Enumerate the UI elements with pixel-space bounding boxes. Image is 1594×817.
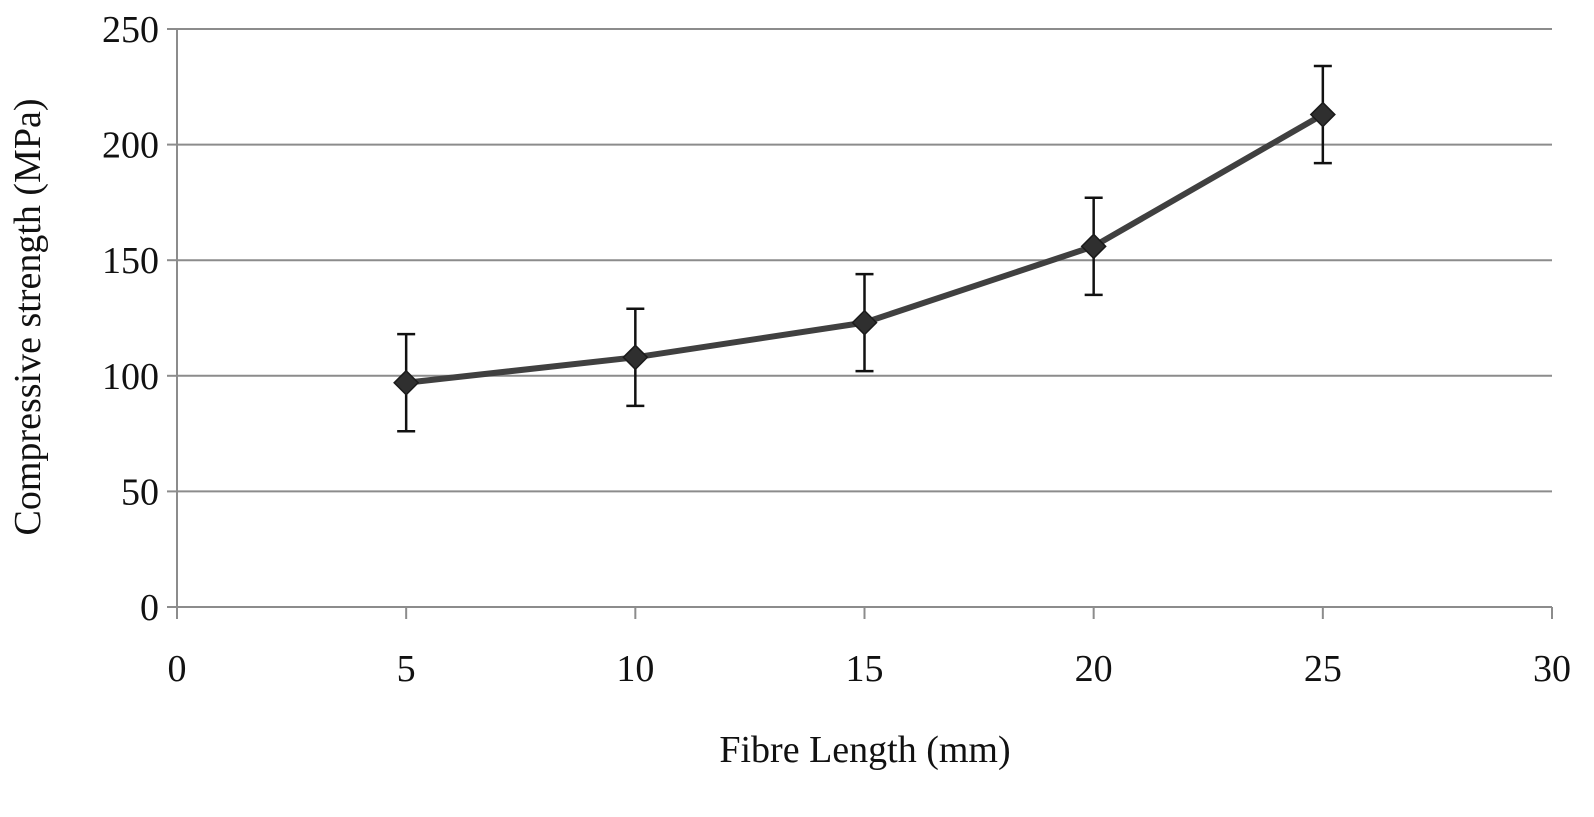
y-axis-title: Compressive strength (MPa): [7, 99, 49, 536]
y-tick-label: 100: [102, 356, 159, 398]
data-point-marker: [1309, 101, 1336, 128]
x-tick-label: 0: [168, 648, 187, 690]
gridlines: [177, 28, 1552, 493]
data-point-marker: [1080, 233, 1107, 260]
tick-labels: 0 50 100 150 200 250 0 5 10 15 20 25 30: [102, 9, 1571, 690]
x-tick-label: 10: [616, 648, 654, 690]
data-point-marker: [393, 369, 420, 396]
x-axis-title: Fibre Length (mm): [719, 729, 1010, 771]
x-tick-label: 30: [1533, 648, 1571, 690]
x-tick-label: 25: [1304, 648, 1342, 690]
y-tick-label: 0: [140, 587, 159, 629]
axes: [167, 28, 1553, 619]
y-tick-label: 250: [102, 9, 159, 51]
x-tick-label: 5: [397, 648, 416, 690]
y-tick-label: 200: [102, 125, 159, 167]
data-series: [393, 64, 1336, 433]
y-tick-label: 150: [102, 240, 159, 282]
y-tick-label: 50: [121, 471, 159, 513]
data-point-marker: [622, 344, 649, 371]
x-tick-label: 15: [846, 648, 884, 690]
x-tick-label: 20: [1075, 648, 1113, 690]
data-point-marker: [851, 309, 878, 336]
